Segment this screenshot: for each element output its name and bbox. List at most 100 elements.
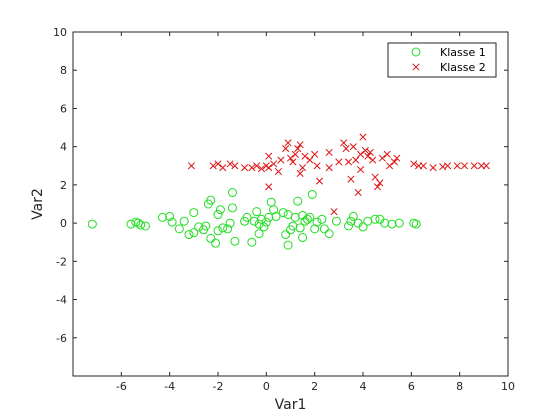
x-tick-label: 4 bbox=[360, 380, 367, 393]
data-point bbox=[126, 219, 136, 229]
data-point bbox=[259, 222, 269, 232]
data-point bbox=[298, 232, 308, 242]
y-tick-label: 6 bbox=[60, 102, 67, 115]
data-point bbox=[242, 212, 252, 222]
data-point bbox=[482, 162, 490, 170]
data-point bbox=[364, 152, 372, 160]
data-point bbox=[293, 196, 303, 206]
legend-box bbox=[387, 42, 497, 78]
x-tick-label: -4 bbox=[164, 380, 175, 393]
data-point bbox=[282, 145, 290, 153]
data-point bbox=[228, 188, 237, 198]
data-point bbox=[359, 133, 367, 141]
data-point bbox=[306, 156, 314, 164]
legend-marker bbox=[411, 47, 421, 57]
plot-area bbox=[73, 32, 508, 376]
data-point bbox=[311, 150, 319, 158]
y-tick-label: -2 bbox=[56, 255, 67, 268]
data-point bbox=[419, 162, 427, 170]
x-tick-label: -2 bbox=[213, 380, 224, 393]
data-point bbox=[299, 164, 307, 172]
data-point bbox=[252, 207, 262, 217]
data-point bbox=[319, 224, 329, 234]
data-point bbox=[301, 152, 309, 160]
y-tick-label: 10 bbox=[53, 26, 67, 39]
data-point bbox=[277, 156, 285, 164]
data-point bbox=[206, 195, 216, 205]
data-point bbox=[219, 164, 227, 172]
data-point bbox=[231, 162, 239, 170]
data-point bbox=[315, 177, 324, 185]
axes-box bbox=[72, 31, 509, 377]
y-tick-label: 2 bbox=[60, 179, 67, 192]
data-point bbox=[340, 139, 348, 147]
y-tick-label: 0 bbox=[60, 217, 67, 230]
data-point bbox=[201, 221, 211, 231]
data-point bbox=[358, 222, 368, 232]
data-point bbox=[278, 208, 288, 218]
data-point bbox=[289, 158, 297, 166]
data-point bbox=[411, 219, 421, 229]
data-point bbox=[213, 226, 223, 236]
data-point bbox=[383, 150, 391, 158]
data-point bbox=[347, 175, 355, 183]
data-point bbox=[295, 223, 305, 233]
data-point bbox=[357, 166, 365, 174]
data-point bbox=[429, 164, 437, 172]
x-axis-label: Var1 bbox=[275, 397, 307, 413]
data-point bbox=[331, 216, 341, 226]
data-point bbox=[213, 210, 223, 220]
data-point bbox=[349, 143, 357, 151]
data-point bbox=[361, 146, 369, 155]
data-point bbox=[313, 162, 321, 170]
data-point bbox=[325, 164, 333, 172]
data-point bbox=[366, 148, 374, 156]
data-point bbox=[284, 139, 292, 147]
data-point bbox=[342, 145, 350, 153]
data-point bbox=[378, 154, 386, 162]
data-point bbox=[369, 156, 377, 164]
data-point bbox=[141, 221, 150, 231]
y-tick-label: -6 bbox=[56, 332, 67, 345]
data-point bbox=[206, 233, 216, 243]
x-tick-label: 0 bbox=[263, 380, 270, 393]
data-point bbox=[209, 162, 217, 170]
data-point bbox=[269, 205, 279, 215]
data-point bbox=[376, 179, 384, 187]
data-point bbox=[230, 236, 240, 246]
data-point bbox=[370, 214, 380, 224]
data-point bbox=[324, 229, 334, 239]
data-point bbox=[296, 141, 304, 149]
data-point bbox=[470, 162, 478, 170]
data-point bbox=[296, 169, 304, 177]
data-point bbox=[257, 165, 266, 173]
data-point bbox=[286, 154, 295, 162]
data-point bbox=[294, 145, 302, 153]
data-point bbox=[283, 240, 293, 250]
data-point bbox=[310, 224, 320, 234]
data-point bbox=[330, 208, 338, 216]
data-point bbox=[264, 212, 274, 222]
data-point bbox=[348, 211, 358, 221]
data-point bbox=[157, 212, 167, 222]
data-point bbox=[136, 220, 146, 230]
x-tick-label: 8 bbox=[456, 380, 463, 393]
data-point bbox=[223, 224, 233, 234]
data-point bbox=[352, 156, 360, 164]
data-point bbox=[335, 158, 343, 166]
data-point bbox=[265, 152, 273, 160]
data-point bbox=[225, 218, 235, 228]
data-point bbox=[247, 237, 257, 247]
data-point bbox=[218, 223, 228, 233]
data-point bbox=[265, 164, 273, 172]
data-point bbox=[373, 183, 382, 191]
data-point bbox=[179, 216, 189, 226]
data-point bbox=[214, 160, 222, 168]
data-point bbox=[307, 189, 317, 199]
data-point bbox=[184, 230, 194, 240]
data-point bbox=[248, 164, 256, 172]
data-point bbox=[241, 164, 249, 172]
data-point bbox=[393, 154, 401, 162]
data-point bbox=[317, 214, 327, 224]
legend-label: Klasse 1 bbox=[440, 46, 486, 59]
